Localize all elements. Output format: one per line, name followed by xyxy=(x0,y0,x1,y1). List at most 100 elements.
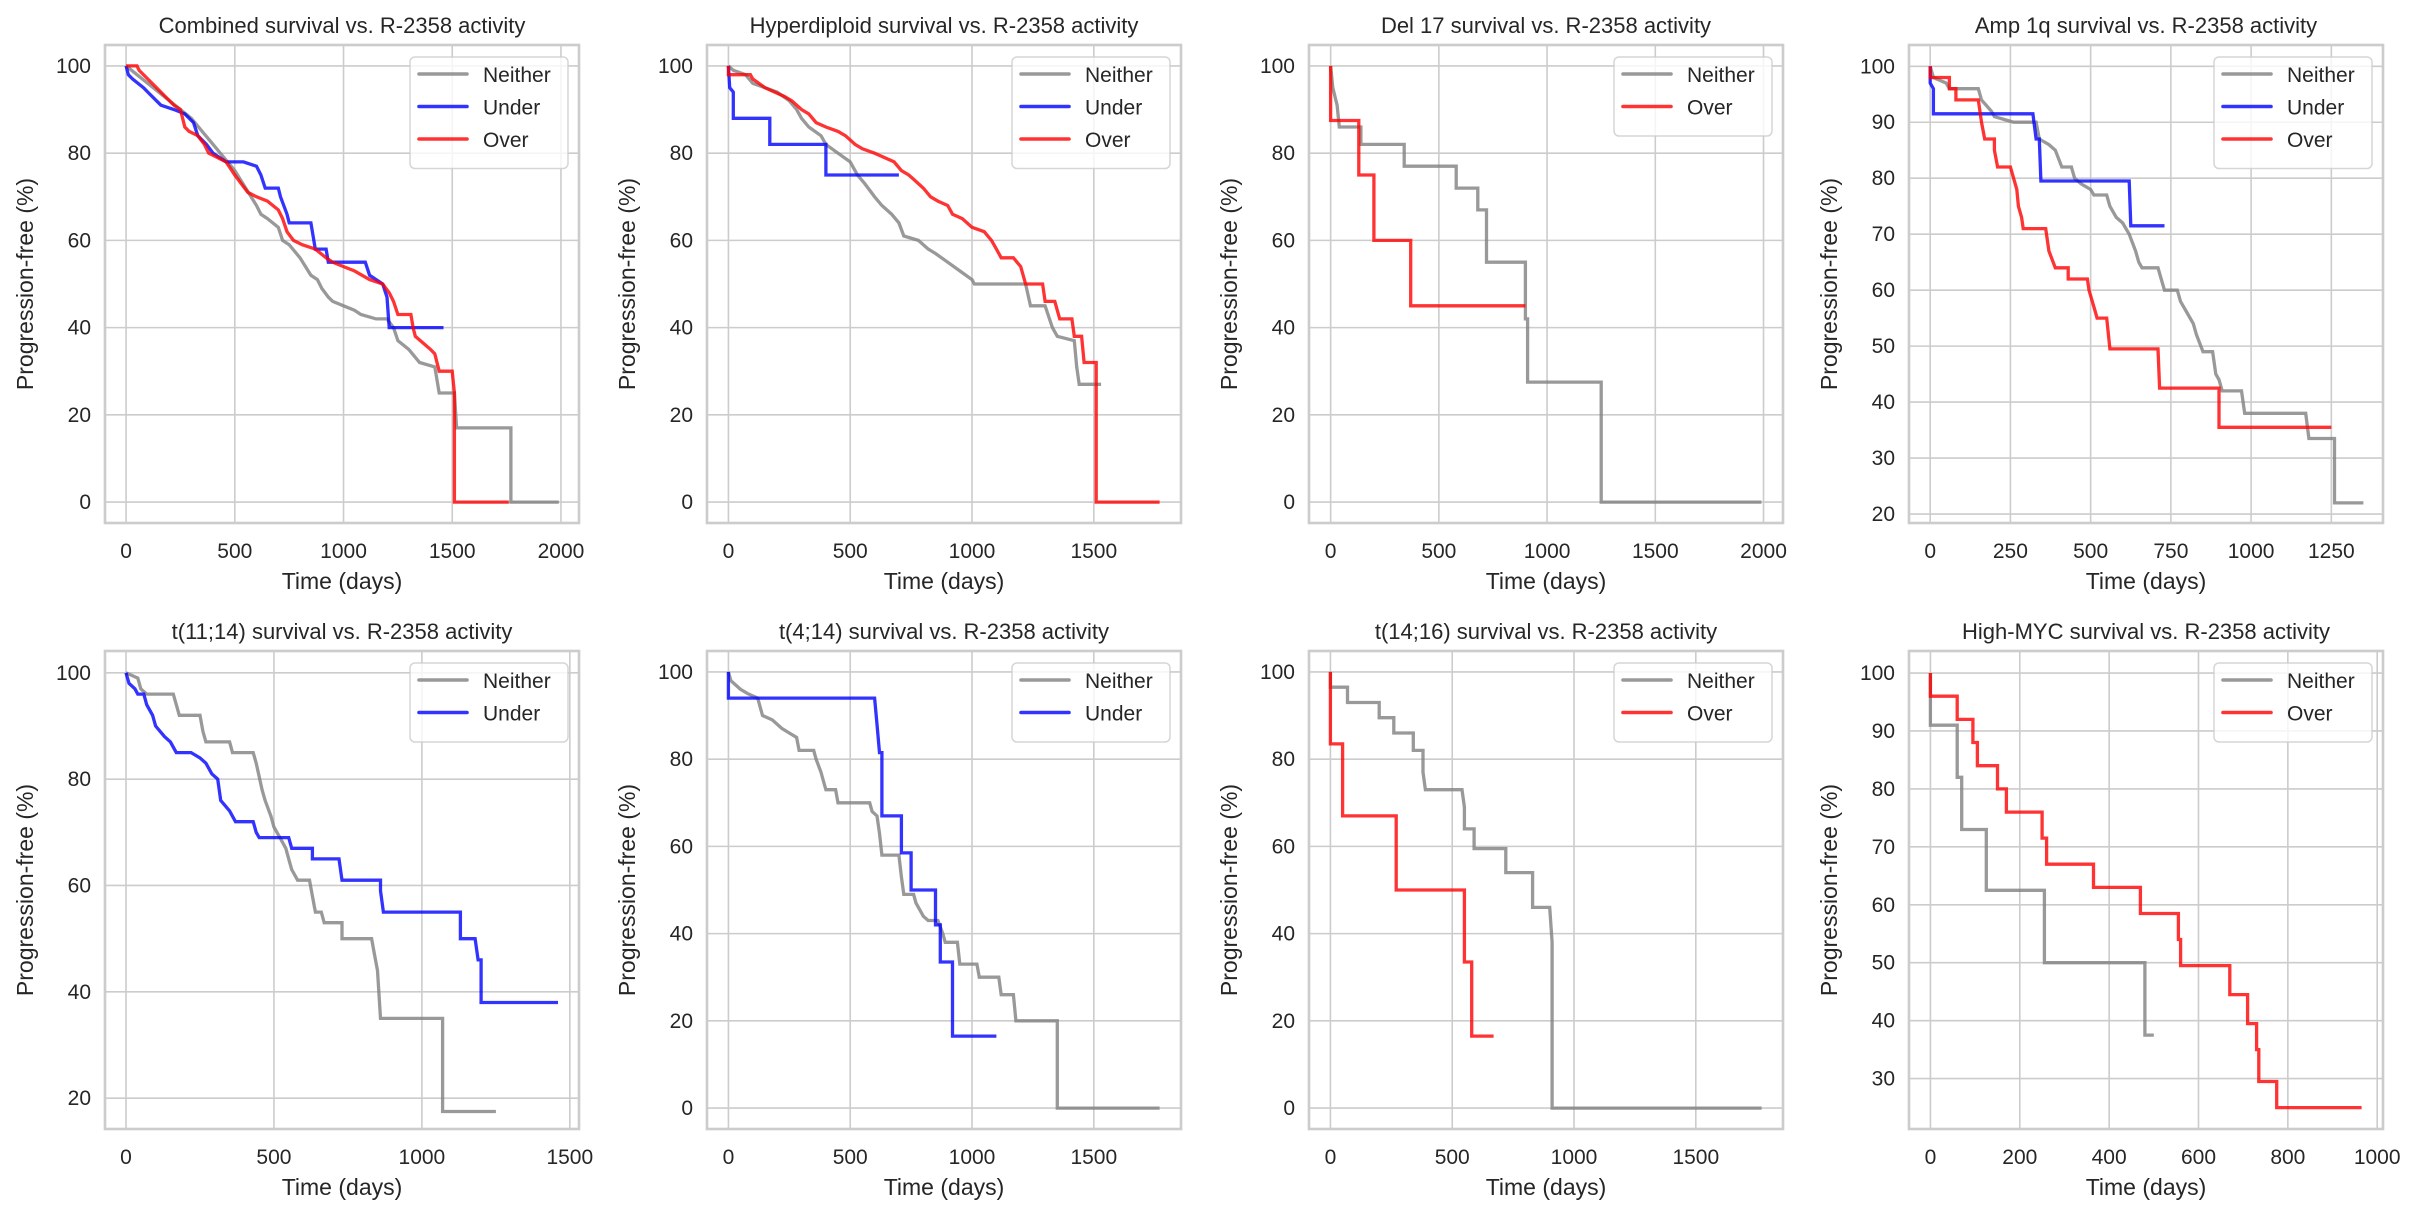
axes-border xyxy=(705,43,1183,525)
y-tick-label: 100 xyxy=(1260,661,1295,684)
x-tick-label: 2000 xyxy=(1740,540,1787,563)
x-tick-label: 1500 xyxy=(1632,540,1679,563)
y-tick-label: 30 xyxy=(1872,447,1895,470)
legend-label: Under xyxy=(1085,97,1142,120)
x-tick-label: 750 xyxy=(2153,540,2188,563)
x-tick-label: 0 xyxy=(1925,1146,1937,1169)
legend-item-neither: Neither xyxy=(2221,64,2355,87)
chart-panel-7: 0 500 1000 1500 0 20 40 60 80 100 t(14;16) surviva… xyxy=(1216,619,1785,1200)
y-tick-label: 90 xyxy=(1872,720,1895,743)
x-tick-label: 600 xyxy=(2181,1146,2216,1169)
legend-frame xyxy=(409,662,569,743)
y-tick-label: 40 xyxy=(68,981,91,1004)
legend-item-under: Under xyxy=(1019,97,1142,120)
series-line-over xyxy=(126,64,509,504)
series-line-under xyxy=(1928,66,2165,228)
x-tick-label: 1000 xyxy=(1524,540,1571,563)
x-tick-label: 0 xyxy=(1325,540,1337,563)
series-line-neither xyxy=(1328,671,1762,1110)
y-tick-label: 80 xyxy=(670,748,693,771)
series-line-neither xyxy=(726,671,1160,1110)
x-tick-label: 500 xyxy=(833,540,868,563)
legend-label: Over xyxy=(2287,703,2333,726)
y-tick-label: 100 xyxy=(1860,55,1895,78)
x-tick-label: 0 xyxy=(1325,1146,1337,1169)
y-axis-label: Progression-free (%) xyxy=(1816,178,1842,390)
x-tick-label: 1000 xyxy=(2228,540,2275,563)
legend-label: Over xyxy=(1687,97,1733,120)
y-tick-label: 0 xyxy=(1283,491,1295,514)
y-tick-label: 100 xyxy=(56,662,91,685)
chart-panel-5: 0 500 1000 1500 20 40 60 80 100 t(11;14) survival… xyxy=(12,619,593,1200)
y-tick-label: 80 xyxy=(1872,167,1895,190)
chart-title: Combined survival vs. R-2358 activity xyxy=(159,13,526,38)
y-tick-label: 100 xyxy=(56,55,91,78)
x-tick-label: 0 xyxy=(723,540,735,563)
legend-label: Neither xyxy=(1687,670,1755,693)
y-axis-label: Progression-free (%) xyxy=(12,178,38,390)
axes-border xyxy=(705,649,1183,1131)
chart-panel-6: 0 500 1000 1500 0 20 40 60 80 100 t(4;14) survival… xyxy=(614,619,1183,1200)
axes-border xyxy=(103,43,581,525)
legend-item-over: Over xyxy=(1621,97,1733,120)
legend-label: Over xyxy=(483,129,529,152)
x-axis-label: Time (days) xyxy=(282,1174,403,1200)
legend-label: Neither xyxy=(1085,64,1153,87)
chart-title: Del 17 survival vs. R-2358 activity xyxy=(1381,13,1711,38)
x-tick-label: 500 xyxy=(2073,540,2108,563)
x-tick-label: 2000 xyxy=(538,540,585,563)
y-tick-label: 40 xyxy=(1872,1010,1895,1033)
legend-item-neither: Neither xyxy=(2221,670,2355,693)
y-tick-label: 60 xyxy=(1872,894,1895,917)
x-tick-label: 500 xyxy=(1421,540,1456,563)
x-tick-label: 500 xyxy=(256,1146,291,1169)
legend-item-over: Over xyxy=(1019,129,1131,152)
legend: Neither Under Over xyxy=(2213,56,2373,170)
x-tick-label: 1000 xyxy=(320,540,367,563)
y-tick-label: 70 xyxy=(1872,836,1895,859)
legend-item-over: Over xyxy=(417,129,529,152)
legend-item-neither: Neither xyxy=(417,64,551,87)
chart-title: t(11;14) survival vs. R-2358 activity xyxy=(172,619,513,644)
y-tick-label: 20 xyxy=(68,1087,91,1110)
y-tick-label: 80 xyxy=(1872,778,1895,801)
x-tick-label: 1500 xyxy=(1672,1146,1719,1169)
x-axis-label: Time (days) xyxy=(282,568,403,594)
x-axis-label: Time (days) xyxy=(884,1174,1005,1200)
legend-label: Neither xyxy=(2287,670,2355,693)
legend-item-under: Under xyxy=(417,703,540,726)
x-tick-label: 1500 xyxy=(429,540,476,563)
legend: Neither Under Over xyxy=(1011,56,1171,170)
legend-label: Neither xyxy=(1085,670,1153,693)
y-tick-label: 100 xyxy=(1260,55,1295,78)
series-line-neither xyxy=(1928,673,2154,1037)
legend-label: Under xyxy=(483,703,540,726)
legend-item-under: Under xyxy=(417,97,540,120)
y-tick-label: 80 xyxy=(1272,748,1295,771)
y-axis-label: Progression-free (%) xyxy=(614,784,640,996)
legend-item-neither: Neither xyxy=(1621,64,1755,87)
series-line-over xyxy=(726,65,1160,504)
x-tick-label: 500 xyxy=(1435,1146,1470,1169)
series-line-under xyxy=(124,65,444,330)
series-line-over xyxy=(1928,673,2362,1110)
axes-border xyxy=(1307,43,1785,525)
y-tick-label: 40 xyxy=(670,317,693,340)
chart-panel-4: 0 250 500 750 1000 1250 20 30 40 50 60 70 80 90 100 Amp… xyxy=(1816,13,2385,594)
legend-item-over: Over xyxy=(2221,129,2333,152)
series-line-under xyxy=(726,65,899,177)
y-tick-label: 20 xyxy=(68,404,91,427)
chart-panel-8: 0 200 400 600 800 1000 30 40 50 60 70 80 90 100 High-M… xyxy=(1816,619,2401,1200)
y-tick-label: 20 xyxy=(1272,404,1295,427)
y-tick-label: 30 xyxy=(1872,1068,1895,1091)
y-tick-label: 80 xyxy=(670,142,693,165)
x-tick-label: 1000 xyxy=(949,1146,996,1169)
x-tick-label: 0 xyxy=(120,1146,132,1169)
y-tick-label: 50 xyxy=(1872,952,1895,975)
y-axis-label: Progression-free (%) xyxy=(614,178,640,390)
x-axis-label: Time (days) xyxy=(1486,568,1607,594)
legend-label: Over xyxy=(2287,129,2333,152)
x-tick-label: 500 xyxy=(217,540,252,563)
legend-item-over: Over xyxy=(2221,703,2333,726)
x-axis-label: Time (days) xyxy=(2086,1174,2207,1200)
